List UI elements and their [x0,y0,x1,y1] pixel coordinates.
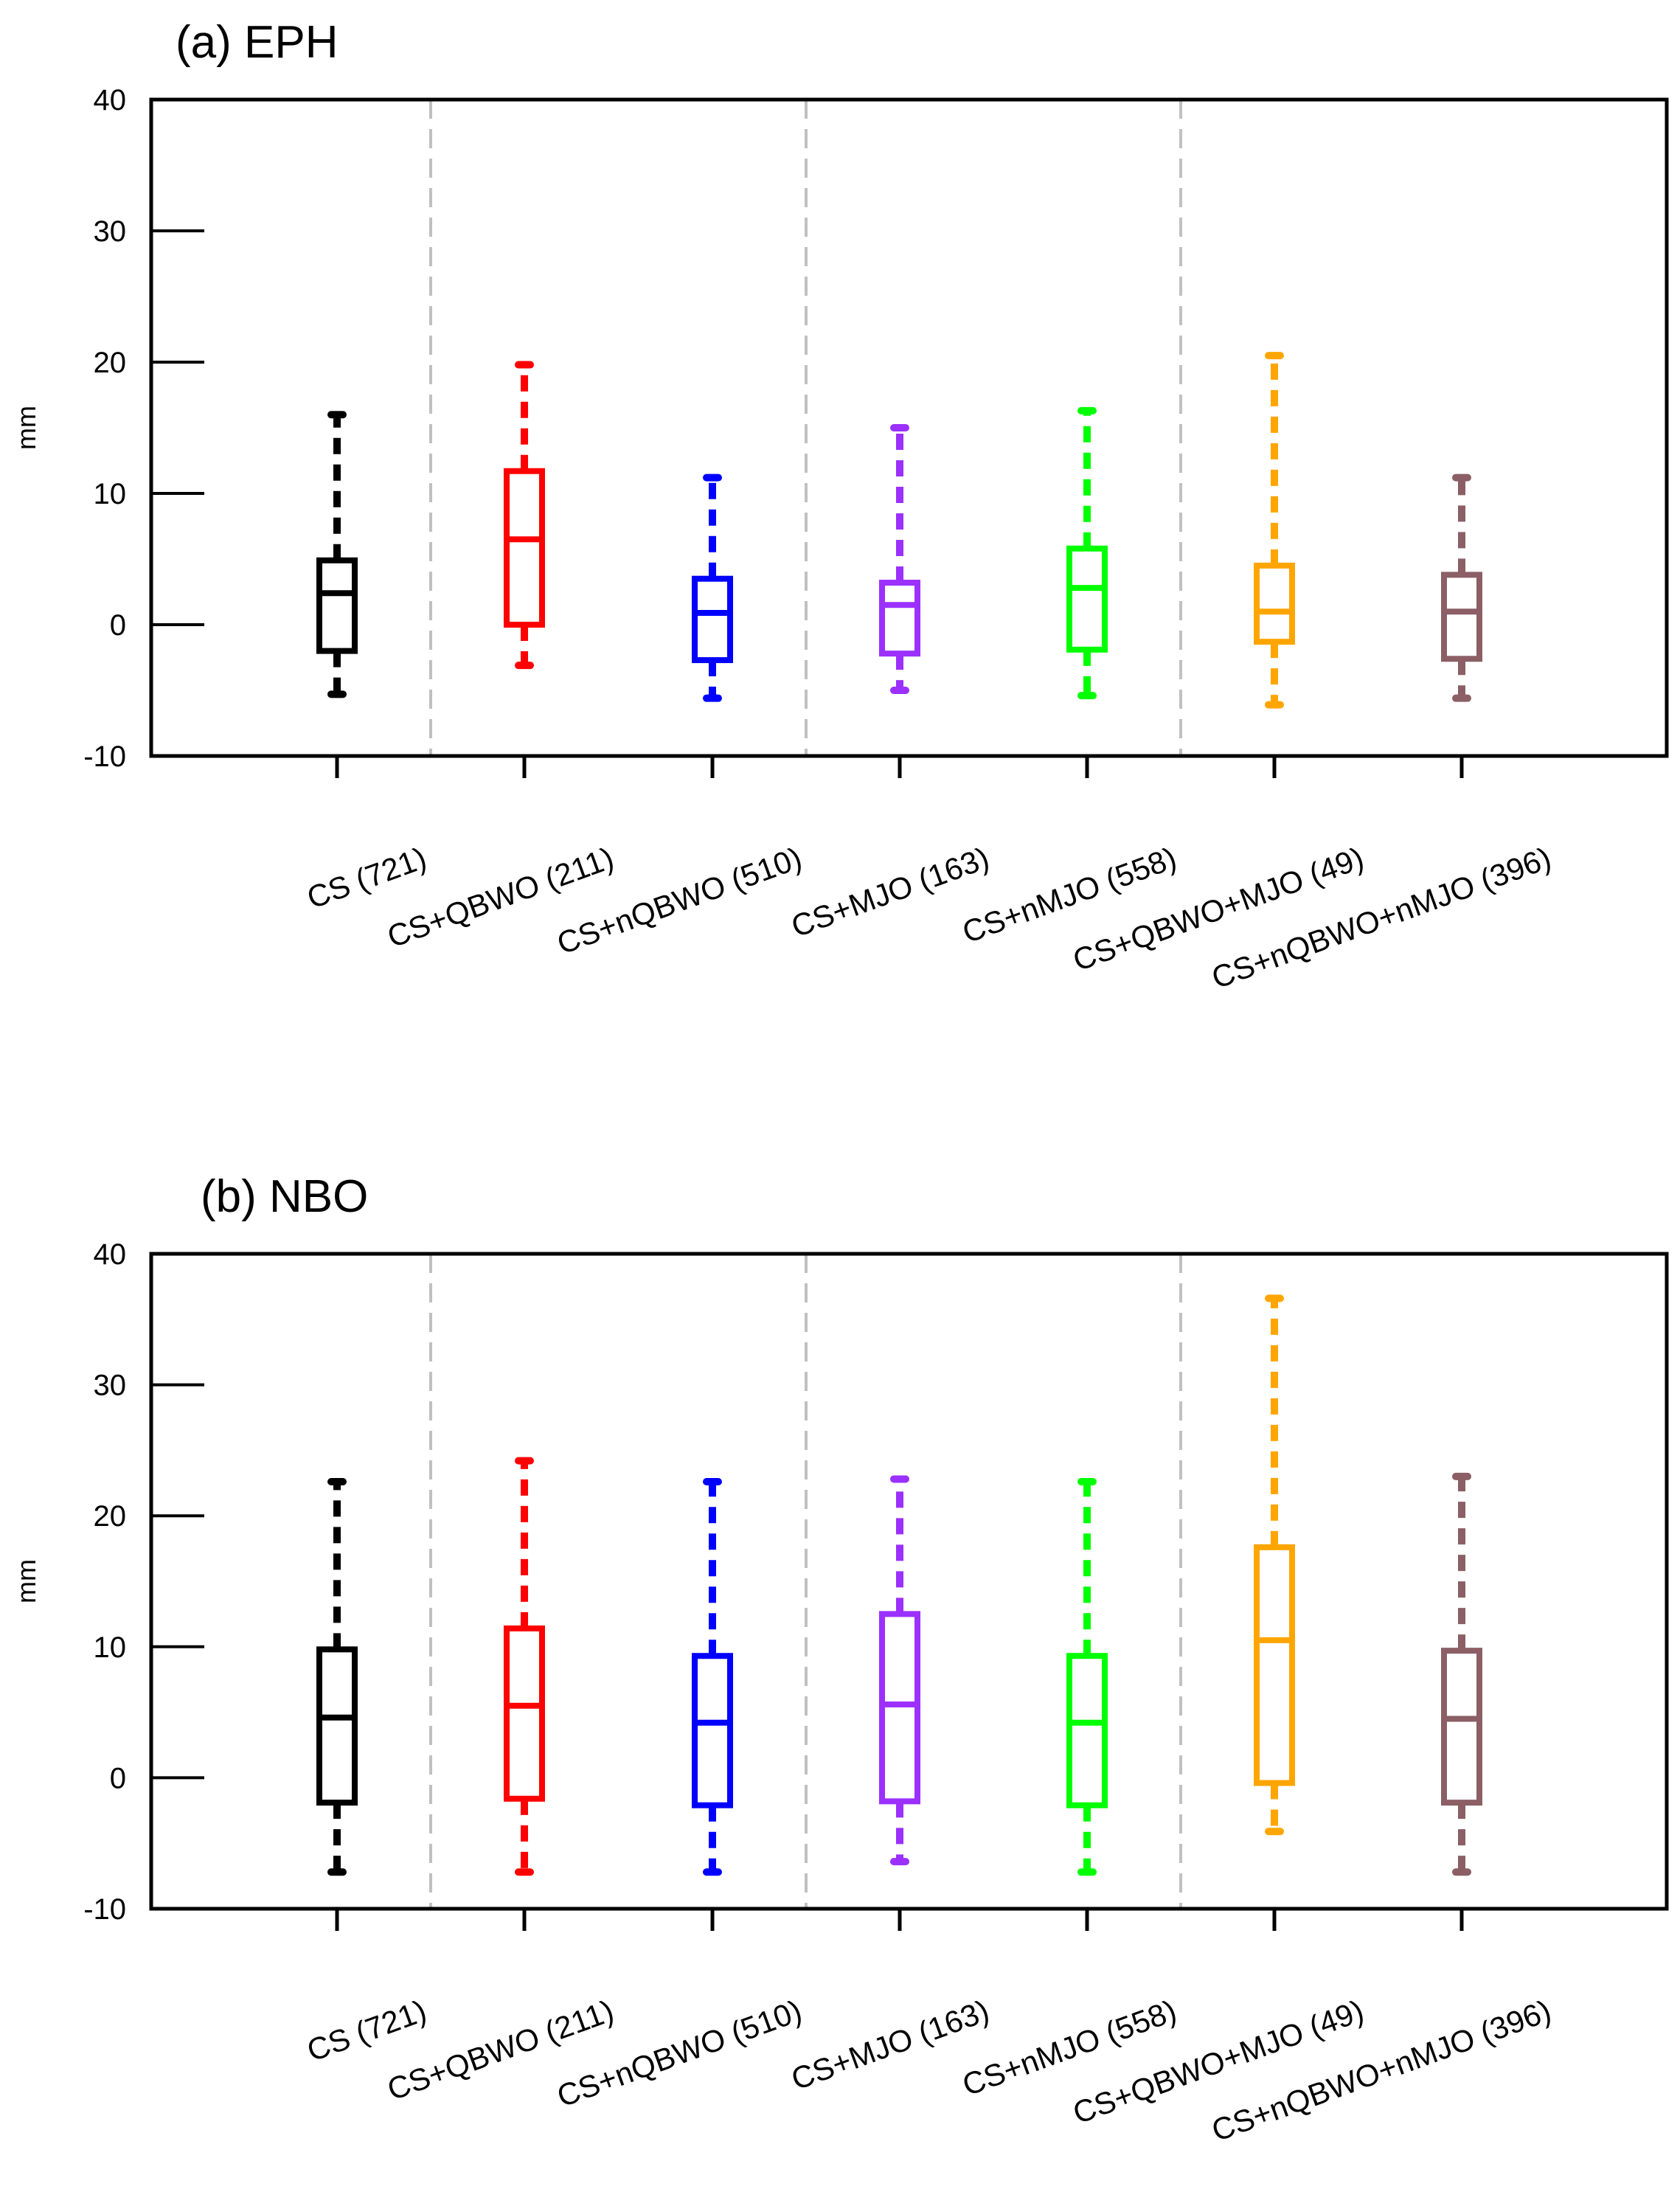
iqr-box [1066,1653,1108,1808]
box-4 [879,1475,920,1866]
y-tick-label: 30 [94,1370,127,1402]
box-2 [504,361,545,670]
box-3 [692,1478,733,1876]
y-tick-label: -10 [83,740,126,773]
y-tick-label: 10 [94,478,127,510]
chart-title: (a) EPH [176,17,338,68]
y-axis-label: mm [11,1559,41,1603]
box-7 [1441,1472,1482,1876]
iqr-box [1066,545,1108,653]
iqr-box [692,575,733,664]
chart-title: (b) NBO [201,1171,368,1222]
y-tick-label: 0 [110,609,126,642]
y-axis-label: mm [11,406,41,450]
iqr-box [879,1611,920,1805]
iqr-box [504,1625,545,1802]
box-7 [1441,473,1482,702]
box-1 [316,1478,358,1876]
box-5 [1066,1478,1108,1876]
iqr-box [1441,572,1482,662]
y-tick-label: 40 [94,1238,127,1271]
iqr-box [1441,1648,1482,1806]
box-1 [316,411,358,698]
y-tick-label: 20 [94,1500,127,1533]
iqr-box [1254,562,1295,645]
box-6 [1254,352,1295,709]
box-2 [504,1457,545,1876]
plot-frame [149,1252,1669,1911]
iqr-box [504,468,545,628]
box-5 [1066,406,1108,700]
y-tick-label: 0 [110,1762,126,1794]
y-tick-label: 10 [94,1631,127,1664]
y-tick-label: 20 [94,347,127,379]
y-tick-label: 30 [94,215,127,248]
y-tick-label: 40 [94,84,127,117]
y-tick-label: -10 [83,1893,126,1926]
iqr-box [1254,1544,1295,1786]
plot-frame [149,97,1669,758]
iqr-box [879,580,920,657]
iqr-box [692,1653,733,1808]
box-3 [692,473,733,702]
iqr-box [316,1646,358,1806]
iqr-box [316,557,358,654]
box-4 [879,424,920,694]
box-6 [1254,1294,1295,1836]
